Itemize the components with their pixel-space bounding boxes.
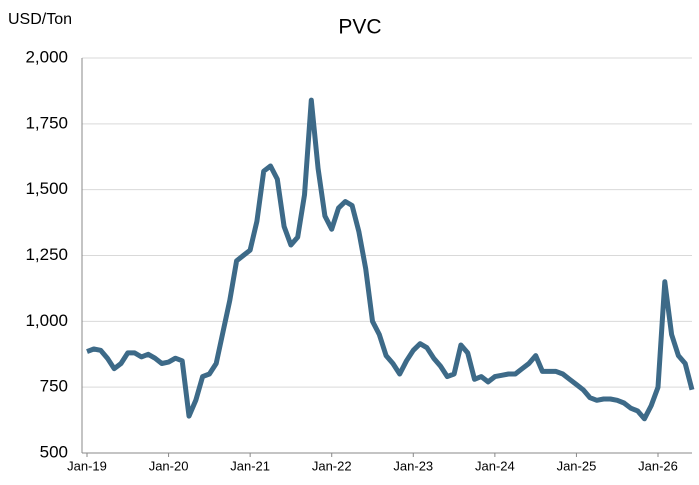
y-tick-label: 1,250: [25, 245, 68, 264]
x-tick-label: Jan-20: [149, 458, 189, 473]
x-tick-label: Jan-26: [638, 458, 678, 473]
y-axis-label: USD/Ton: [8, 11, 72, 28]
y-tick-label: 2,000: [25, 47, 68, 66]
x-tick-label: Jan-23: [393, 458, 433, 473]
y-tick-label: 750: [40, 377, 68, 396]
y-tick-label: 1,500: [25, 179, 68, 198]
x-tick-label: Jan-21: [230, 458, 270, 473]
y-tick-label: 500: [40, 442, 68, 461]
x-tick-label: Jan-24: [475, 458, 515, 473]
x-tick-label: Jan-22: [312, 458, 352, 473]
data-line: [86, 97, 695, 422]
y-tick-label: 1,000: [25, 311, 68, 330]
chart-title: PVC: [338, 16, 381, 39]
y-tick-label: 1,750: [25, 113, 68, 132]
x-tick-label: Jan-19: [67, 458, 107, 473]
x-tick-label: Jan-25: [557, 458, 597, 473]
